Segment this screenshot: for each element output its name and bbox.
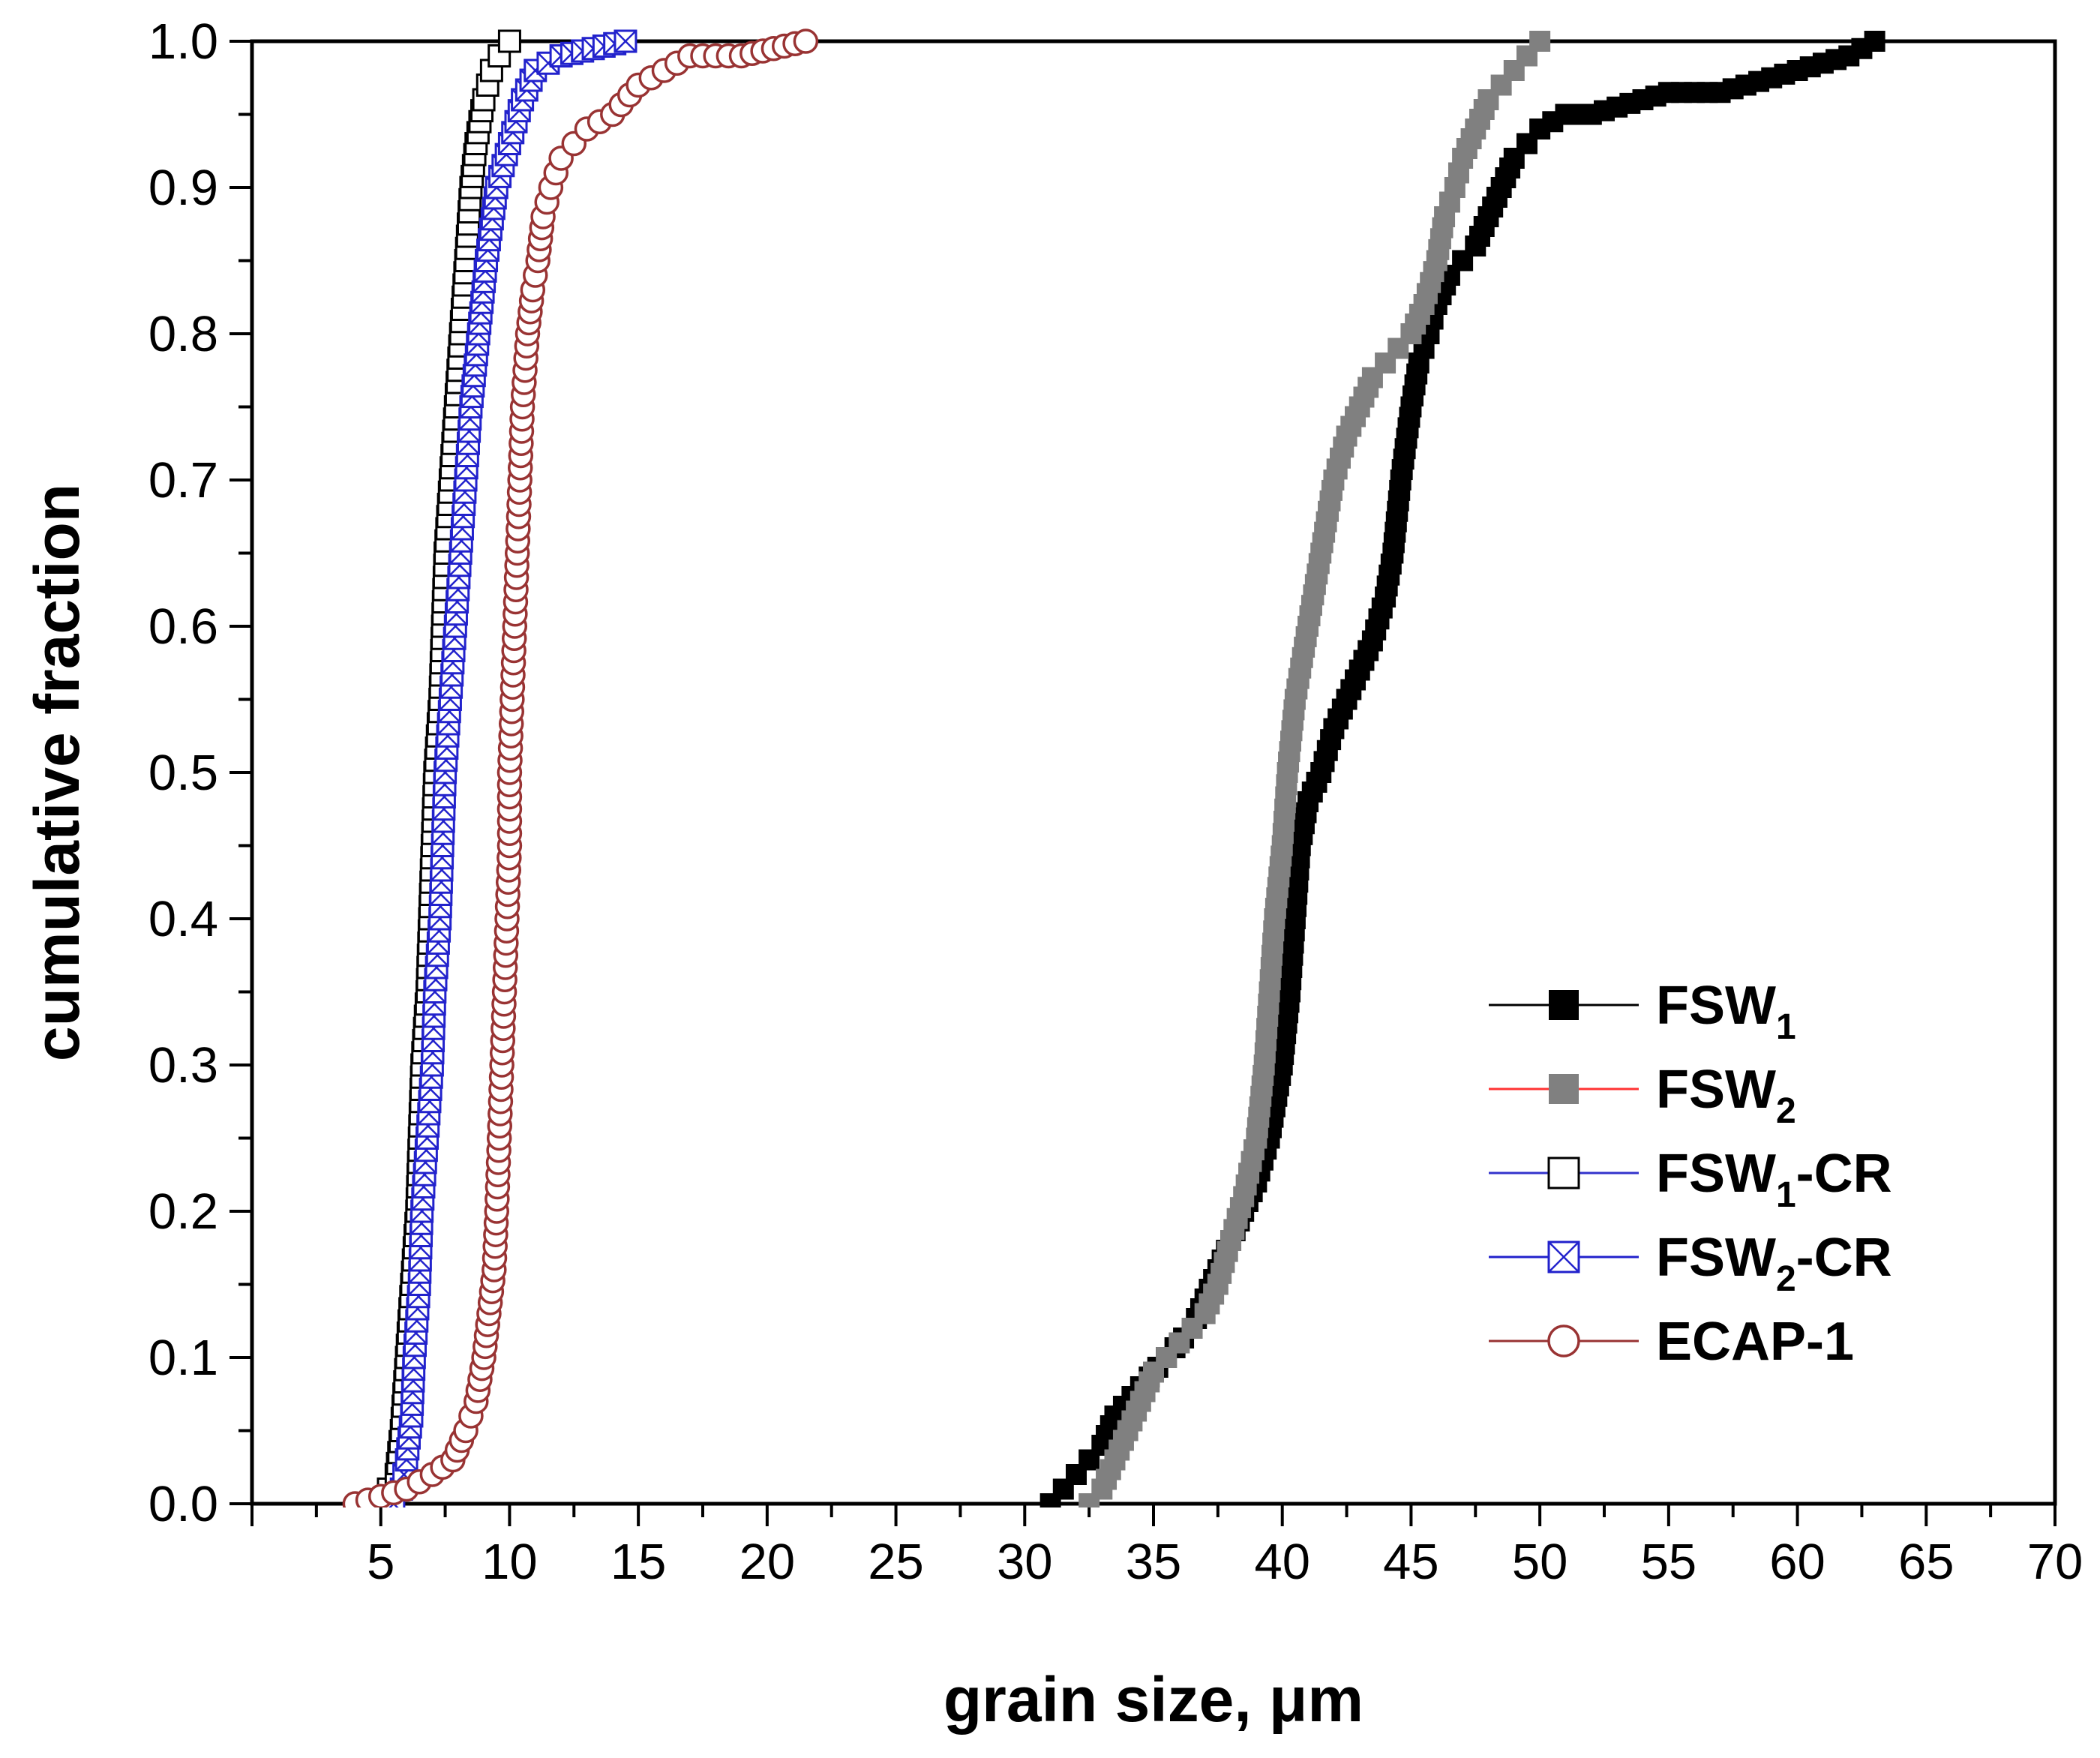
y-tick-label: 0.7	[148, 452, 218, 508]
x-axis-title: grain size, μm	[944, 1664, 1364, 1735]
data-point	[1864, 31, 1886, 52]
x-tick-label: 10	[482, 1534, 538, 1590]
data-point	[413, 1150, 437, 1174]
y-tick-label: 0.8	[148, 306, 218, 362]
y-tick-label: 0.6	[148, 598, 218, 655]
x-tick-label: 30	[997, 1534, 1053, 1590]
y-tick-label: 0.4	[148, 891, 218, 947]
legend-label-name: FSW	[1656, 1228, 1776, 1288]
legend-marker	[1549, 990, 1579, 1020]
legend-label-name: FSW	[1656, 1144, 1776, 1204]
legend-label-subscript: 1	[1776, 1007, 1796, 1047]
y-tick-label: 0.1	[148, 1330, 218, 1386]
series-3	[382, 29, 638, 1508]
legend-label-name: FSW	[1656, 1060, 1776, 1120]
legend-marker	[1547, 1156, 1580, 1190]
legend-label: FSW1	[1656, 976, 1796, 1047]
y-tick-label: 0.5	[148, 745, 218, 801]
data-point	[614, 29, 638, 53]
y-axis-title: cumulative fraction	[22, 484, 92, 1061]
x-tick-label: 45	[1383, 1534, 1439, 1590]
plot-area	[250, 39, 2057, 1506]
legend-marker	[1547, 1324, 1580, 1358]
data-point	[793, 28, 819, 54]
legend-label: FSW1-CR	[1656, 1144, 1892, 1215]
legend-label-name: ECAP-1	[1656, 1312, 1854, 1372]
x-tick-label: 70	[2027, 1534, 2084, 1590]
y-tick-label: 0.0	[148, 1476, 218, 1532]
data-point	[497, 29, 521, 53]
legend-item: FSW1-CR	[1489, 1144, 1892, 1215]
x-tick-label: 60	[1769, 1534, 1826, 1590]
x-tick-label: 55	[1641, 1534, 1697, 1590]
legend-label-subscript: 2	[1776, 1091, 1796, 1131]
legend-label-name: FSW	[1656, 976, 1776, 1036]
legend-item: FSW2	[1489, 1060, 1796, 1131]
x-tick-label: 15	[610, 1534, 667, 1590]
legend-item: FSW2-CR	[1489, 1228, 1892, 1299]
legend-label: FSW2	[1656, 1060, 1796, 1131]
y-tick-label: 1.0	[148, 14, 218, 70]
legend-label-subscript: 1	[1776, 1175, 1796, 1215]
x-tick-label: 25	[868, 1534, 924, 1590]
y-tick-label: 0.9	[148, 160, 218, 216]
series-4	[342, 28, 819, 1508]
x-tick-label: 40	[1254, 1534, 1310, 1590]
x-tick-label: 5	[367, 1534, 394, 1590]
legend-label-suffix: -CR	[1796, 1144, 1892, 1204]
legend-marker	[1549, 1074, 1579, 1104]
data-point	[1529, 31, 1551, 52]
series-1	[1078, 31, 1551, 1508]
y-tick-label: 0.3	[148, 1037, 218, 1094]
x-tick-label: 65	[1898, 1534, 1954, 1590]
legend-label: ECAP-1	[1656, 1312, 1854, 1372]
legend-label-suffix: -CR	[1796, 1228, 1892, 1288]
x-tick-label: 35	[1126, 1534, 1182, 1590]
legend-item: ECAP-1	[1489, 1312, 1854, 1372]
legend-label-subscript: 2	[1776, 1259, 1796, 1299]
x-tick-label: 20	[740, 1534, 796, 1590]
legend-marker	[1547, 1240, 1580, 1274]
x-tick-label: 50	[1512, 1534, 1568, 1590]
legend-item: FSW1	[1489, 976, 1796, 1047]
legend-label: FSW2-CR	[1656, 1228, 1892, 1299]
y-tick-label: 0.2	[148, 1184, 218, 1240]
